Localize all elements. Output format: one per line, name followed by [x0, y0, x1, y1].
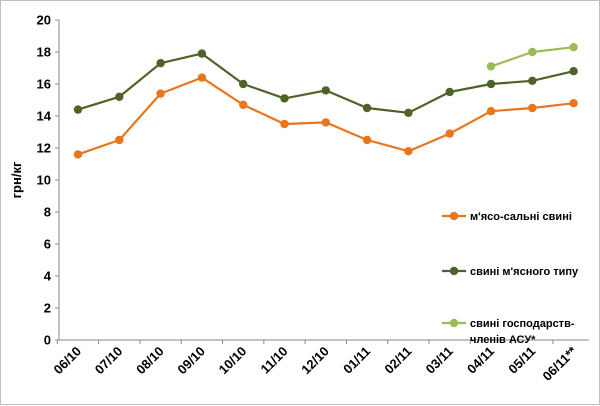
data-point	[280, 119, 289, 129]
x-tick-label: 10/10	[216, 344, 250, 378]
x-tick-label: 03/11	[423, 344, 456, 377]
x-tick-label: 06/11**	[539, 343, 580, 384]
data-point	[156, 89, 165, 98]
data-point	[280, 94, 289, 103]
data-point	[569, 99, 578, 108]
data-point	[445, 87, 454, 97]
legend-swatch-marker	[449, 211, 459, 221]
data-point	[239, 79, 248, 89]
y-tick-label: 20	[37, 13, 51, 28]
x-tick-label: 12/10	[298, 344, 332, 378]
legend-label: свині господарств-	[470, 318, 575, 330]
data-point	[239, 100, 248, 110]
data-point	[197, 73, 207, 82]
x-tick-label: 11/10	[258, 344, 291, 377]
x-tick-label: 08/10	[133, 344, 167, 378]
data-point	[486, 62, 496, 71]
data-point	[486, 79, 496, 89]
legend-label: м'ясо-сальні свині	[470, 211, 572, 223]
x-tick-label: 04/11	[464, 344, 497, 377]
data-point	[197, 49, 207, 58]
x-tick-label: 05/11	[505, 344, 538, 377]
data-point	[73, 105, 83, 114]
data-point	[486, 107, 496, 116]
y-axis-title: грн/кг	[9, 161, 24, 198]
y-tick-label: 14	[37, 109, 52, 124]
data-point	[404, 108, 413, 118]
y-tick-label: 12	[37, 141, 51, 156]
x-tick-label: 09/10	[174, 344, 208, 378]
data-point	[404, 147, 413, 156]
y-tick-label: 16	[37, 77, 51, 92]
x-tick-label: 06/10	[51, 344, 85, 378]
x-tick-label: 01/11	[340, 344, 373, 377]
y-tick-label: 2	[44, 301, 51, 316]
data-point	[569, 43, 578, 52]
data-point	[115, 92, 124, 102]
data-point	[156, 59, 165, 68]
data-point	[362, 103, 372, 113]
x-tick-label: 07/10	[92, 344, 126, 378]
data-point	[115, 135, 124, 145]
data-point	[569, 67, 578, 76]
x-tick-label: 02/11	[381, 344, 414, 377]
data-point	[528, 76, 537, 86]
legend-label: членів АСУ*	[470, 334, 536, 346]
data-point	[321, 86, 330, 95]
y-tick-label: 6	[44, 237, 51, 252]
data-point	[362, 135, 372, 145]
y-tick-label: 0	[44, 333, 51, 348]
legend-label: свині м'ясного типу	[470, 266, 579, 278]
legend-swatch-marker	[449, 266, 459, 276]
data-point	[445, 129, 454, 138]
data-point	[73, 150, 83, 159]
data-point	[528, 103, 537, 113]
data-point	[528, 47, 537, 57]
y-tick-label: 18	[37, 45, 51, 60]
y-tick-label: 4	[44, 269, 52, 284]
y-tick-label: 8	[44, 205, 51, 220]
y-tick-label: 10	[37, 173, 51, 188]
data-point	[321, 118, 330, 127]
legend-swatch-marker	[449, 318, 459, 328]
